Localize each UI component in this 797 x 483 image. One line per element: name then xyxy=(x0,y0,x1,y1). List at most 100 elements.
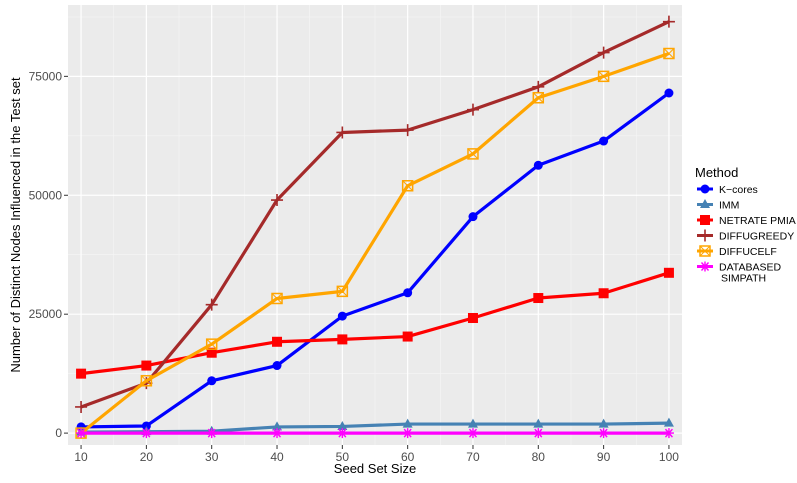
data-point xyxy=(663,417,674,427)
x-axis-title: Seed Set Size xyxy=(334,461,416,476)
data-point xyxy=(337,334,348,345)
legend-key-marker xyxy=(700,215,710,225)
data-point xyxy=(271,194,284,207)
legend-item: IMM xyxy=(697,199,739,212)
data-point xyxy=(272,361,282,371)
data-point xyxy=(205,298,218,311)
legend-key-marker xyxy=(700,261,710,272)
series-2 xyxy=(76,267,674,379)
legend-label: DIFFUGREEDY xyxy=(719,231,794,243)
y-tick-label: 25000 xyxy=(29,307,63,321)
data-point xyxy=(663,267,674,278)
y-axis: 0 25000 50000 75000 xyxy=(29,69,68,440)
data-point xyxy=(467,312,478,323)
data-point xyxy=(141,360,152,371)
data-point xyxy=(664,88,674,98)
legend-item: K−cores xyxy=(697,184,758,196)
data-point xyxy=(467,148,479,160)
data-point xyxy=(140,375,153,387)
data-point xyxy=(467,418,478,428)
x-axis: 10 20 30 40 50 60 70 80 90 100 xyxy=(74,445,679,464)
series-5 xyxy=(76,428,674,439)
x-tick-label: 60 xyxy=(401,450,415,464)
series-line xyxy=(80,52,670,435)
data-point xyxy=(402,428,413,439)
data-point xyxy=(336,285,349,298)
data-point xyxy=(401,180,414,192)
data-point xyxy=(401,124,414,137)
legend-label: DIFFUCELF xyxy=(719,246,777,258)
legend: Method K−cores IMM NETRATE PMIA DIFFUGREEDY… xyxy=(695,165,796,285)
data-point xyxy=(532,80,545,93)
y-tick-label: 0 xyxy=(55,426,62,440)
data-point xyxy=(402,418,413,428)
data-point xyxy=(533,293,544,304)
data-point xyxy=(598,418,609,428)
data-point xyxy=(206,428,217,439)
data-point xyxy=(598,288,609,299)
x-tick-label: 30 xyxy=(205,450,219,464)
series-group xyxy=(75,15,675,439)
y-axis-title: Number of Distinct Nodes Influenced in t… xyxy=(8,77,23,373)
legend-label: NETRATE PMIA xyxy=(719,215,796,227)
legend-label: DATABASED SIMPATH xyxy=(719,262,781,285)
data-point xyxy=(599,136,609,146)
data-point xyxy=(662,15,675,28)
legend-key-marker xyxy=(700,184,710,194)
series-line xyxy=(81,91,670,429)
legend-item: DIFFUGREEDY xyxy=(697,229,794,243)
data-point xyxy=(76,428,87,439)
x-tick-label: 80 xyxy=(532,450,546,464)
series-0 xyxy=(76,88,674,432)
data-point xyxy=(468,212,478,222)
x-tick-label: 90 xyxy=(597,450,611,464)
data-point xyxy=(533,428,544,439)
data-point xyxy=(597,70,610,83)
data-point xyxy=(337,420,348,430)
series-3 xyxy=(75,15,675,413)
data-point xyxy=(403,288,413,298)
data-point xyxy=(337,311,347,321)
data-point xyxy=(533,418,544,428)
y-tick-label: 50000 xyxy=(29,188,63,202)
legend-key-marker xyxy=(700,199,710,208)
legend-item: DIFFUCELF xyxy=(697,245,777,258)
data-point xyxy=(207,376,217,386)
legend-label: K−cores xyxy=(719,184,758,196)
data-point xyxy=(272,336,283,347)
data-point xyxy=(597,46,610,59)
data-point xyxy=(466,103,479,116)
x-tick-label: 10 xyxy=(74,450,88,464)
x-tick-label: 50 xyxy=(336,450,350,464)
data-point xyxy=(272,428,283,439)
series-line xyxy=(81,421,669,434)
series-1 xyxy=(76,417,674,436)
legend-key-marker xyxy=(699,229,711,242)
data-point xyxy=(141,421,151,431)
data-point xyxy=(271,292,283,305)
legend-item: DATABASED SIMPATH xyxy=(697,261,781,285)
y-tick-label: 75000 xyxy=(29,69,63,83)
data-point xyxy=(663,47,675,60)
data-point xyxy=(206,347,217,358)
x-tick-label: 20 xyxy=(140,450,154,464)
data-point xyxy=(533,160,543,170)
series-4 xyxy=(75,47,675,439)
data-point xyxy=(141,428,152,439)
data-point xyxy=(336,126,349,139)
legend-key-marker xyxy=(699,245,711,257)
data-point xyxy=(76,368,87,379)
data-point xyxy=(663,428,674,439)
data-point xyxy=(467,428,478,439)
data-point xyxy=(337,428,348,439)
legend-label: IMM xyxy=(719,200,739,212)
series-line xyxy=(80,271,670,376)
x-tick-label: 40 xyxy=(270,450,284,464)
x-tick-label: 70 xyxy=(466,450,480,464)
legend-item: NETRATE PMIA xyxy=(697,215,796,227)
series-line xyxy=(80,20,670,409)
grid-lines xyxy=(68,5,682,445)
data-point xyxy=(205,338,218,350)
data-point xyxy=(532,92,545,104)
